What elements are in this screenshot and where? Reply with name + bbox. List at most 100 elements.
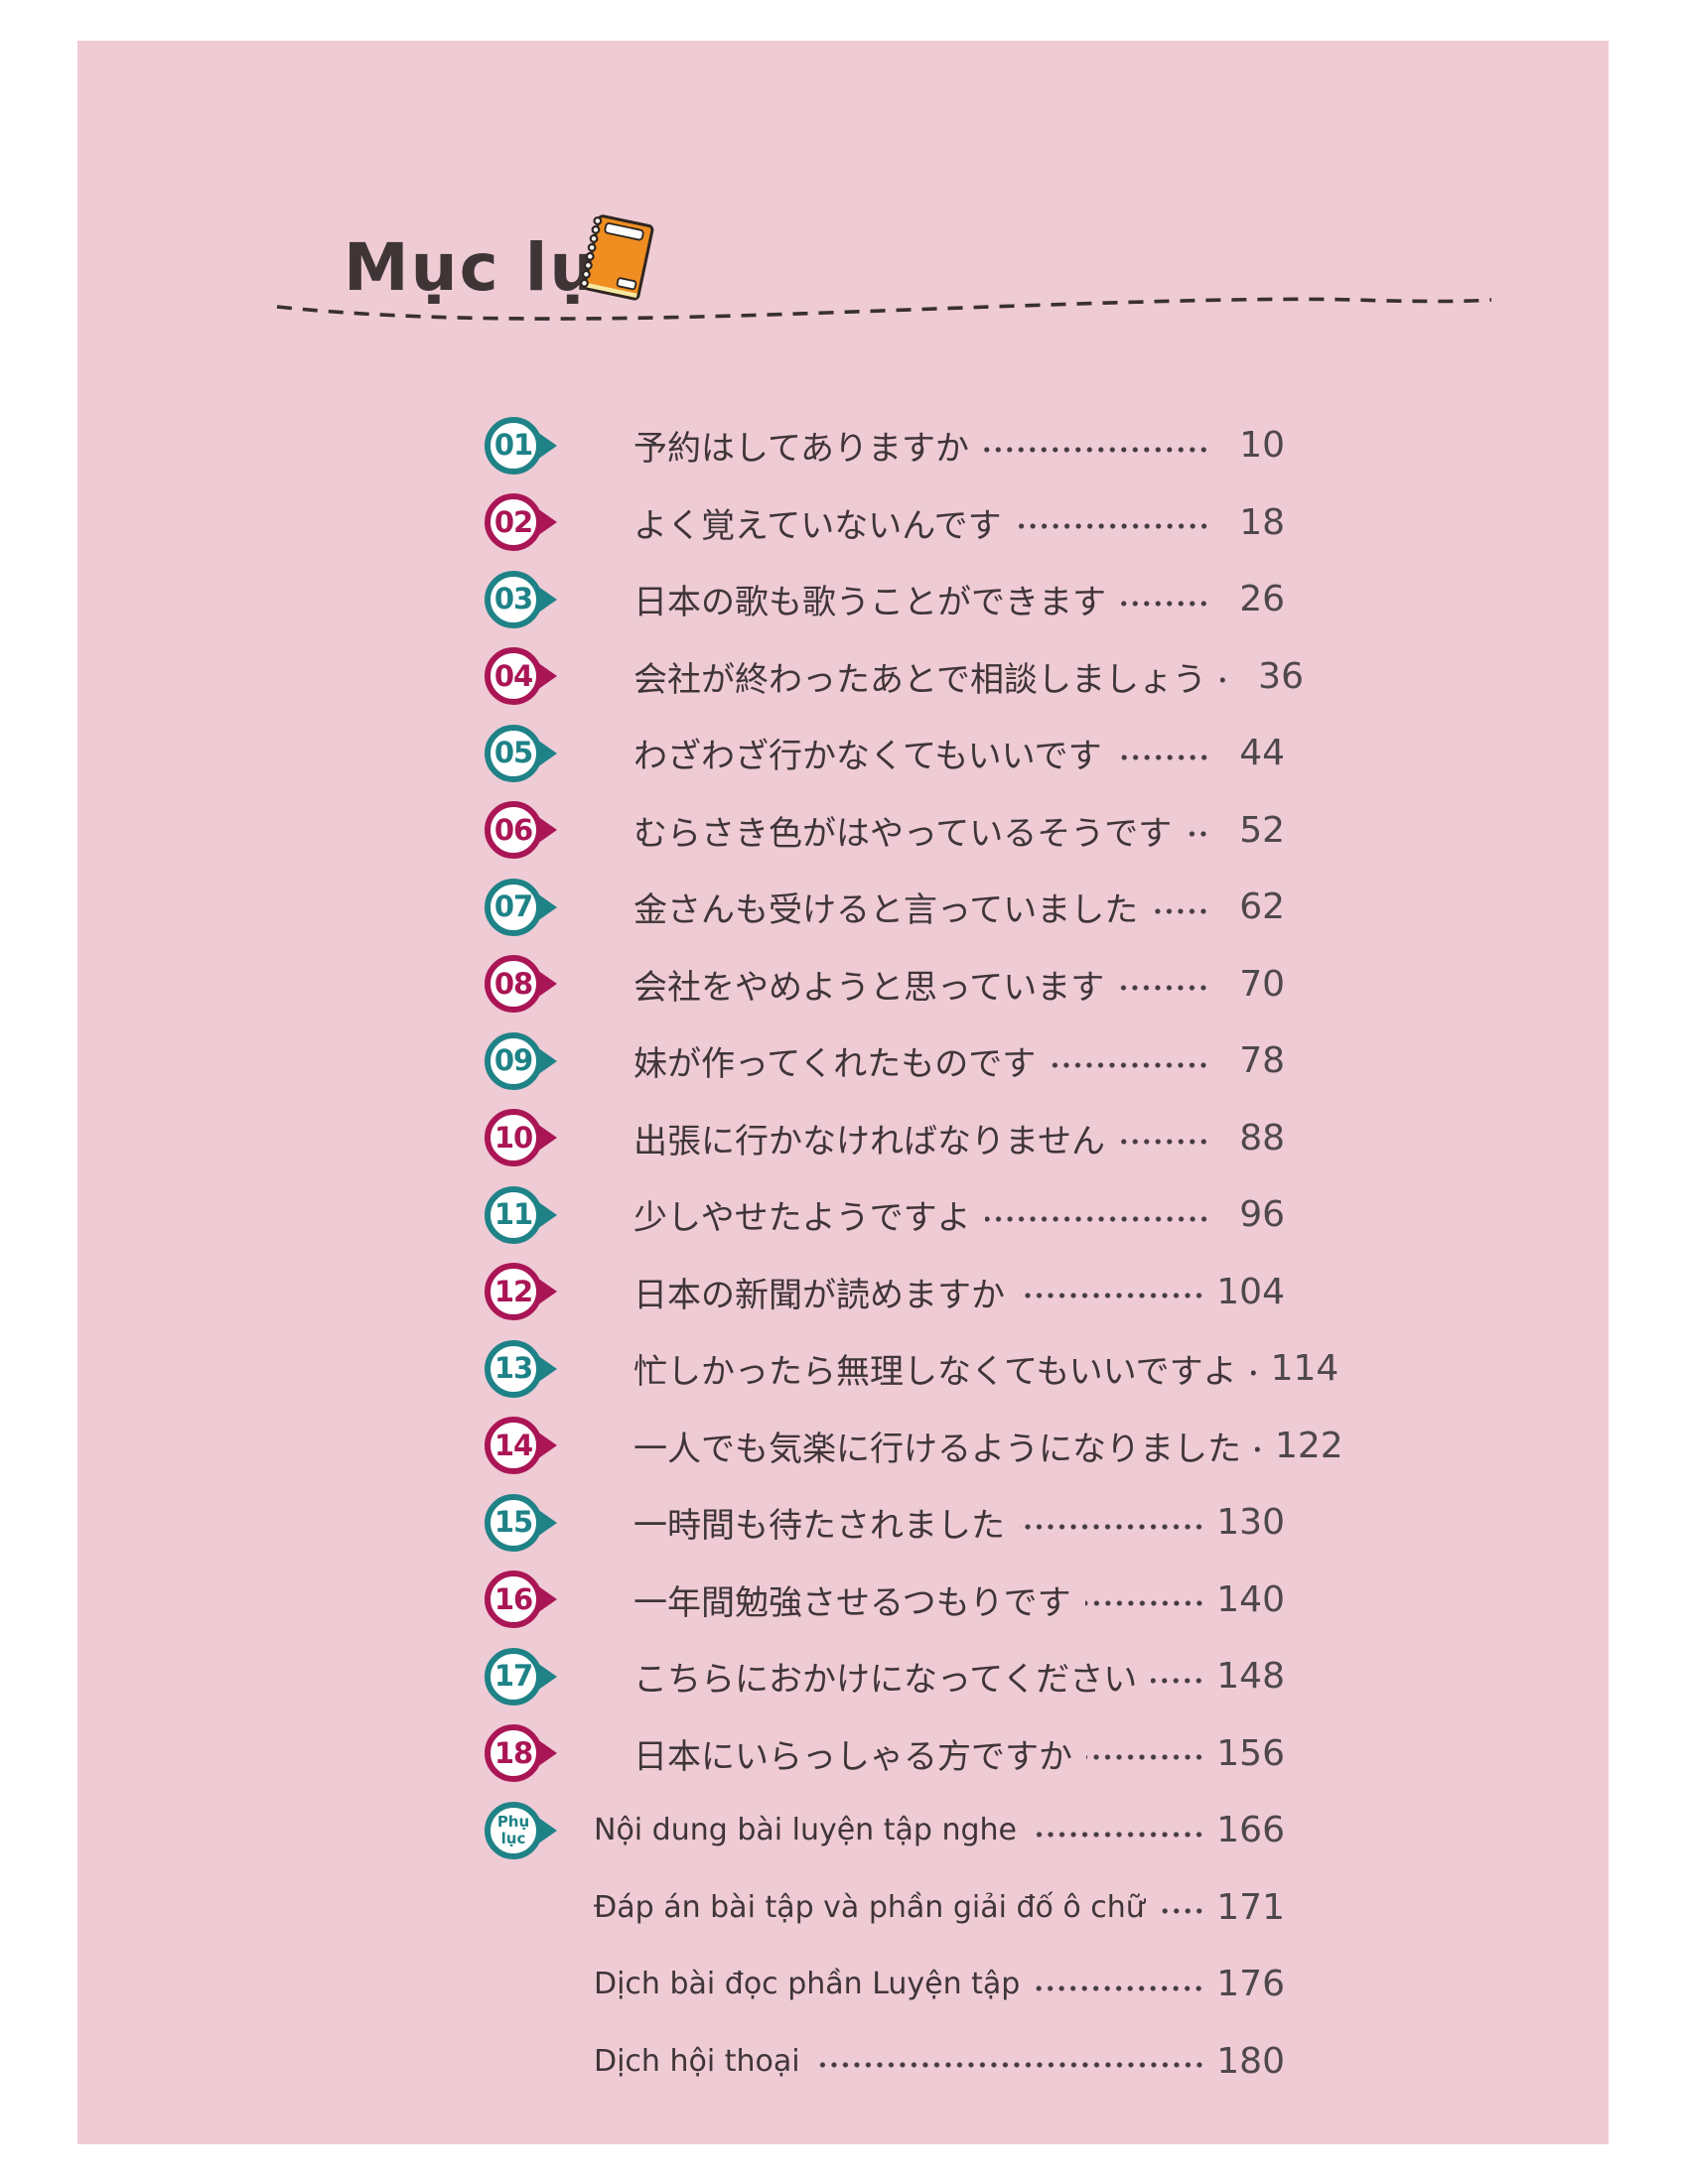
chapter-title: こちらにおかけになってください bbox=[633, 1660, 1138, 1701]
chapter-title: 日本の新聞が読めますか bbox=[633, 1275, 1005, 1315]
dashed-underline bbox=[276, 297, 1492, 321]
toc-row: 03 日本の歌も歌うことができます 26 bbox=[485, 561, 1285, 638]
chapter-number: 11 bbox=[493, 1197, 533, 1232]
chapter-badge: 08 bbox=[485, 955, 542, 1014]
chapter-badge: 16 bbox=[485, 1570, 542, 1629]
badge-cell: 10 bbox=[485, 1109, 633, 1167]
chapter-number: 09 bbox=[493, 1043, 533, 1078]
chapter-badge: Phụ lục bbox=[485, 1801, 542, 1859]
toc-row: 16 一年間勉強させるつもりです 140 bbox=[485, 1562, 1285, 1639]
chapter-badge: 06 bbox=[485, 801, 542, 860]
chapter-number: 05 bbox=[493, 736, 533, 770]
page-number: 122 bbox=[1275, 1425, 1343, 1466]
badge-cell: 16 bbox=[485, 1570, 633, 1629]
badge-cell: 06 bbox=[485, 801, 633, 860]
chapter-title: 一人でも気楽に行けるようになりました bbox=[633, 1429, 1241, 1469]
dot-leader bbox=[1219, 675, 1228, 686]
badge-cell: 14 bbox=[485, 1417, 633, 1475]
dot-leader bbox=[982, 444, 1209, 455]
dot-leader bbox=[813, 2060, 1205, 2071]
dot-leader bbox=[1158, 1906, 1205, 1917]
chapter-badge: 18 bbox=[485, 1724, 542, 1783]
toc-row: 14 一人でも気楽に行けるようになりました 122 bbox=[485, 1408, 1343, 1485]
toc-row: 07 金さんも受けると言っていました 62 bbox=[485, 869, 1285, 946]
badge-cell: 07 bbox=[485, 878, 633, 936]
page-number: 52 bbox=[1239, 809, 1285, 851]
chapter-number: 17 bbox=[493, 1659, 533, 1694]
toc-row: 11 少しやせたようですよ 96 bbox=[485, 1176, 1285, 1254]
toc-row: 12 日本の新聞が読めますか 104 bbox=[485, 1254, 1285, 1331]
chapter-badge: 17 bbox=[485, 1647, 542, 1706]
badge-cell: 15 bbox=[485, 1493, 633, 1552]
page-number: 148 bbox=[1216, 1656, 1285, 1698]
toc-list: 01 予約はしてありますか 10 02 よく覚えていないんです 18 03 日本… bbox=[485, 407, 1343, 2101]
dot-leader bbox=[1015, 521, 1209, 532]
dot-leader bbox=[1118, 1137, 1209, 1148]
chapter-number: 06 bbox=[493, 812, 533, 847]
dot-leader bbox=[1120, 598, 1209, 609]
badge-cell: 11 bbox=[485, 1185, 633, 1244]
toc-row: 15 一時間も待たされました 130 bbox=[485, 1484, 1285, 1562]
chapter-badge: 09 bbox=[485, 1031, 542, 1090]
toc-row: Đáp án bài tập và phần giải đố ô chữ 171 bbox=[485, 1869, 1285, 1947]
chapter-number: 13 bbox=[493, 1351, 533, 1386]
badge-cell: 01 bbox=[485, 416, 633, 475]
page-number: 180 bbox=[1216, 2040, 1285, 2082]
page-number: 78 bbox=[1239, 1040, 1285, 1082]
badge-cell: 17 bbox=[485, 1647, 633, 1706]
chapter-badge: 10 bbox=[485, 1109, 542, 1167]
chapter-number: 04 bbox=[493, 658, 533, 693]
chapter-title: 日本の歌も歌うことができます bbox=[633, 583, 1106, 623]
toc-row: 13 忙しかったら無理しなくてもいいですよ 114 bbox=[485, 1330, 1338, 1408]
page-number: 176 bbox=[1216, 1964, 1285, 2005]
dot-leader bbox=[1019, 1291, 1205, 1301]
page-number: 88 bbox=[1239, 1117, 1285, 1159]
chapter-badge: 01 bbox=[485, 416, 542, 475]
chapter-title: 予約はしてありますか bbox=[633, 429, 969, 470]
page-number: 26 bbox=[1239, 579, 1285, 620]
toc-row: 02 よく覚えていないんです 18 bbox=[485, 484, 1285, 562]
badge-cell: 08 bbox=[485, 955, 633, 1014]
chapter-number: 02 bbox=[493, 504, 533, 539]
page-number: 156 bbox=[1216, 1732, 1285, 1774]
dot-leader bbox=[1034, 1982, 1205, 1993]
chapter-badge: 11 bbox=[485, 1185, 542, 1244]
chapter-title: 忙しかったら無理しなくてもいいですよ bbox=[633, 1352, 1237, 1393]
chapter-title: 出張に行かなければなりません bbox=[633, 1121, 1105, 1161]
toc-row: Dịch hội thoại 180 bbox=[485, 2023, 1285, 2101]
dot-leader bbox=[1019, 1521, 1205, 1532]
toc-row: 18 日本にいらっしゃる方ですか 156 bbox=[485, 1715, 1285, 1793]
badge-cell: 12 bbox=[485, 1263, 633, 1321]
chapter-number: 12 bbox=[493, 1274, 533, 1308]
page-number: 171 bbox=[1216, 1886, 1285, 1928]
chapter-number: 03 bbox=[493, 582, 533, 616]
chapter-title: 一年間勉強させるつもりです bbox=[633, 1582, 1071, 1623]
chapter-title: 妹が作ってくれたものです bbox=[633, 1044, 1037, 1085]
chapter-badge: 12 bbox=[485, 1263, 542, 1321]
page-number: 114 bbox=[1270, 1348, 1339, 1390]
page-number: 140 bbox=[1216, 1578, 1285, 1620]
chapter-title: よく覚えていないんです bbox=[633, 505, 1002, 546]
toc-row: 06 むらさき色がはやっているそうです 52 bbox=[485, 792, 1285, 870]
dot-leader bbox=[1118, 983, 1209, 994]
dot-leader bbox=[1151, 1675, 1205, 1686]
toc-row: 10 出張に行かなければなりません 88 bbox=[485, 1100, 1285, 1177]
toc-row: 08 会社をやめようと思っています 70 bbox=[485, 946, 1285, 1024]
chapter-title: 日本にいらっしゃる方ですか bbox=[633, 1736, 1072, 1777]
page-number: 96 bbox=[1239, 1194, 1285, 1236]
chapter-title: むらさき色がはやっているそうです bbox=[633, 813, 1173, 854]
chapter-title: Dịch hội thoại bbox=[594, 2043, 800, 2079]
badge-cell: 02 bbox=[485, 493, 633, 552]
chapter-badge: 04 bbox=[485, 647, 542, 706]
chapter-number: 14 bbox=[493, 1428, 533, 1462]
badge-cell: 03 bbox=[485, 570, 633, 628]
dot-leader bbox=[1250, 1367, 1259, 1378]
toc-row: 17 こちらにおかけになってください 148 bbox=[485, 1638, 1285, 1715]
chapter-title: 金さんも受けると言っていました bbox=[633, 890, 1139, 931]
dot-leader bbox=[1084, 1598, 1205, 1609]
dot-leader bbox=[1030, 1829, 1205, 1840]
dot-leader bbox=[1086, 1752, 1205, 1763]
page-number: 44 bbox=[1239, 733, 1285, 774]
page-number: 130 bbox=[1216, 1502, 1285, 1544]
chapter-badge: 14 bbox=[485, 1417, 542, 1475]
